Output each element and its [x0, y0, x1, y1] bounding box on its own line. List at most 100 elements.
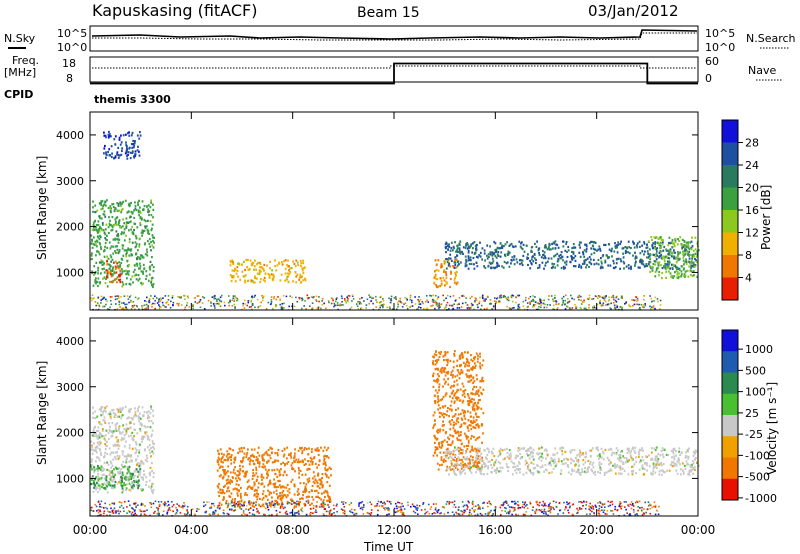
- scatter-cell: [608, 243, 611, 246]
- scatter-cell: [496, 265, 498, 268]
- scatter-cell: [108, 469, 110, 472]
- scatter-cell: [136, 475, 139, 478]
- scatter-cell: [105, 136, 107, 139]
- scatter-cell: [90, 254, 93, 257]
- scatter-cell: [146, 296, 148, 299]
- scatter-cell: [640, 262, 643, 265]
- scatter-cell: [574, 246, 577, 249]
- scatter-cell: [111, 475, 114, 478]
- scatter-cell: [125, 253, 128, 256]
- scatter-cell: [401, 306, 404, 308]
- scatter-cell: [688, 257, 691, 260]
- scatter-cell: [440, 371, 443, 374]
- scatter-cell: [148, 273, 151, 276]
- scatter-cell: [514, 465, 516, 468]
- scatter-cell: [537, 266, 539, 270]
- scatter-cell: [487, 265, 490, 268]
- scatter-cell: [100, 200, 103, 203]
- scatter-cell: [101, 486, 103, 489]
- scatter-cell: [108, 482, 111, 485]
- scatter-cell: [123, 434, 126, 437]
- scatter-cell: [470, 428, 473, 431]
- scatter-cell: [257, 493, 260, 496]
- scatter-cell: [409, 306, 411, 308]
- scatter-cell: [437, 269, 440, 272]
- scatter-cell: [210, 301, 212, 303]
- scatter-cell: [473, 409, 476, 412]
- scatter-cell: [469, 307, 472, 309]
- scatter-cell: [257, 261, 259, 264]
- scatter-cell: [126, 251, 128, 254]
- scatter-cell: [684, 247, 686, 250]
- scatter-cell: [125, 255, 128, 258]
- scatter-cell: [674, 240, 677, 244]
- scatter-cell: [349, 308, 351, 311]
- scatter-cell: [145, 476, 148, 479]
- scatter-cell: [290, 267, 293, 270]
- scatter-cell: [628, 304, 630, 306]
- scatter-cell: [448, 467, 451, 470]
- scatter-cell: [326, 491, 329, 494]
- scatter-cell: [270, 501, 273, 505]
- scatter-cell: [668, 270, 670, 273]
- scatter-cell: [530, 262, 533, 265]
- scatter-cell: [124, 476, 126, 479]
- scatter-cell: [112, 451, 115, 454]
- scatter-cell: [134, 246, 137, 249]
- scatter-cell: [276, 468, 279, 471]
- scatter-cell: [578, 453, 580, 456]
- scatter-cell: [145, 306, 148, 309]
- scatter-cell: [131, 305, 134, 307]
- scatter-cell: [527, 253, 529, 256]
- scatter-cell: [347, 297, 349, 300]
- scatter-cell: [472, 465, 474, 468]
- scatter-cell: [109, 271, 112, 274]
- scatter-cell: [152, 472, 155, 475]
- scatter-cell: [544, 448, 547, 451]
- scatter-cell: [253, 265, 256, 268]
- colorbar-swatch: [722, 232, 738, 256]
- scatter-cell: [300, 262, 303, 265]
- scatter-cell: [100, 453, 103, 457]
- scatter-cell: [594, 248, 597, 251]
- scatter-cell: [691, 245, 694, 248]
- scatter-cell: [123, 249, 126, 252]
- scatter-cell: [266, 461, 268, 464]
- scatter-cell: [133, 228, 135, 232]
- scatter-cell: [148, 300, 151, 302]
- scatter-cell: [562, 462, 565, 466]
- scatter-cell: [147, 279, 150, 282]
- scatter-cell: [130, 407, 132, 411]
- scatter-cell: [252, 281, 255, 284]
- scatter-cell: [399, 301, 402, 303]
- scatter-cell: [440, 263, 443, 266]
- scatter-cell: [609, 461, 612, 464]
- scatter-cell: [441, 443, 444, 446]
- scatter-cell: [456, 264, 459, 267]
- scatter-cell: [473, 435, 475, 439]
- scatter-cell: [679, 236, 682, 239]
- scatter-cell: [98, 484, 101, 487]
- scatter-cell: [97, 236, 100, 239]
- scatter-cell: [193, 297, 196, 299]
- scatter-cell: [110, 155, 113, 159]
- scatter-cell: [464, 422, 467, 425]
- scatter-cell: [93, 486, 95, 489]
- scatter-cell: [520, 447, 523, 450]
- scatter-cell: [116, 234, 118, 237]
- scatter-cell: [141, 271, 144, 274]
- scatter-cell: [298, 298, 301, 300]
- scatter-cell: [538, 471, 541, 474]
- scatter-cell: [669, 242, 672, 245]
- scatter-cell: [469, 450, 472, 453]
- scatter-cell: [572, 252, 575, 255]
- scatter-cell: [454, 256, 457, 259]
- scatter-cell: [696, 275, 699, 278]
- scatter-cell: [101, 260, 104, 263]
- scatter-cell: [477, 256, 479, 259]
- scatter-cell: [442, 451, 445, 454]
- scatter-cell: [501, 466, 504, 469]
- scatter-cell: [150, 229, 153, 232]
- scatter-cell: [132, 233, 135, 236]
- scatter-cell: [90, 460, 93, 463]
